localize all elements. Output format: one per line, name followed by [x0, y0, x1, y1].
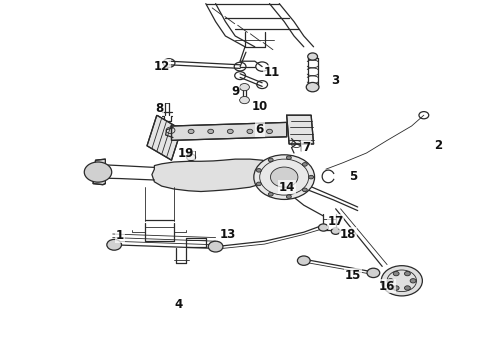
Circle shape: [302, 188, 307, 192]
Circle shape: [393, 271, 399, 276]
Polygon shape: [287, 115, 314, 144]
Circle shape: [287, 156, 292, 159]
Circle shape: [318, 224, 328, 231]
Circle shape: [367, 268, 380, 278]
Text: 9: 9: [231, 85, 239, 98]
Text: 16: 16: [379, 280, 395, 293]
Circle shape: [306, 82, 319, 92]
Circle shape: [187, 154, 196, 161]
Text: 12: 12: [153, 60, 170, 73]
Circle shape: [208, 241, 223, 252]
Circle shape: [240, 84, 249, 91]
Circle shape: [287, 195, 292, 198]
Circle shape: [308, 53, 318, 60]
Circle shape: [393, 286, 399, 290]
Text: 13: 13: [220, 228, 236, 240]
Circle shape: [227, 129, 233, 134]
Circle shape: [302, 163, 307, 166]
Circle shape: [309, 175, 314, 179]
Circle shape: [269, 158, 273, 162]
Polygon shape: [152, 159, 277, 192]
Polygon shape: [147, 115, 181, 160]
Text: 18: 18: [340, 228, 356, 240]
Circle shape: [404, 271, 410, 276]
Text: 19: 19: [178, 147, 195, 159]
Circle shape: [256, 182, 261, 186]
Text: 2: 2: [435, 139, 442, 152]
Text: 15: 15: [344, 269, 361, 282]
Text: 14: 14: [278, 181, 295, 194]
Text: 6: 6: [256, 123, 264, 136]
Circle shape: [247, 129, 253, 134]
Polygon shape: [172, 122, 287, 140]
Text: 17: 17: [327, 215, 344, 228]
Text: 1: 1: [116, 229, 124, 242]
Circle shape: [297, 256, 310, 265]
Circle shape: [404, 286, 410, 290]
Text: 5: 5: [349, 170, 357, 183]
Circle shape: [410, 279, 416, 283]
Text: 10: 10: [251, 100, 268, 113]
Circle shape: [208, 129, 214, 134]
Text: 3: 3: [332, 75, 340, 87]
Text: 7: 7: [302, 141, 310, 154]
Circle shape: [240, 96, 249, 104]
Circle shape: [381, 266, 422, 296]
Text: 11: 11: [264, 66, 280, 78]
Polygon shape: [93, 159, 105, 185]
Circle shape: [188, 129, 194, 134]
Circle shape: [254, 155, 315, 199]
Circle shape: [270, 167, 298, 187]
Circle shape: [256, 168, 261, 172]
Circle shape: [269, 193, 273, 196]
Text: 8: 8: [155, 102, 163, 114]
Circle shape: [388, 279, 393, 283]
Circle shape: [267, 129, 272, 134]
Circle shape: [331, 228, 340, 234]
Circle shape: [84, 162, 112, 182]
Circle shape: [107, 239, 122, 250]
Text: 4: 4: [175, 298, 183, 311]
